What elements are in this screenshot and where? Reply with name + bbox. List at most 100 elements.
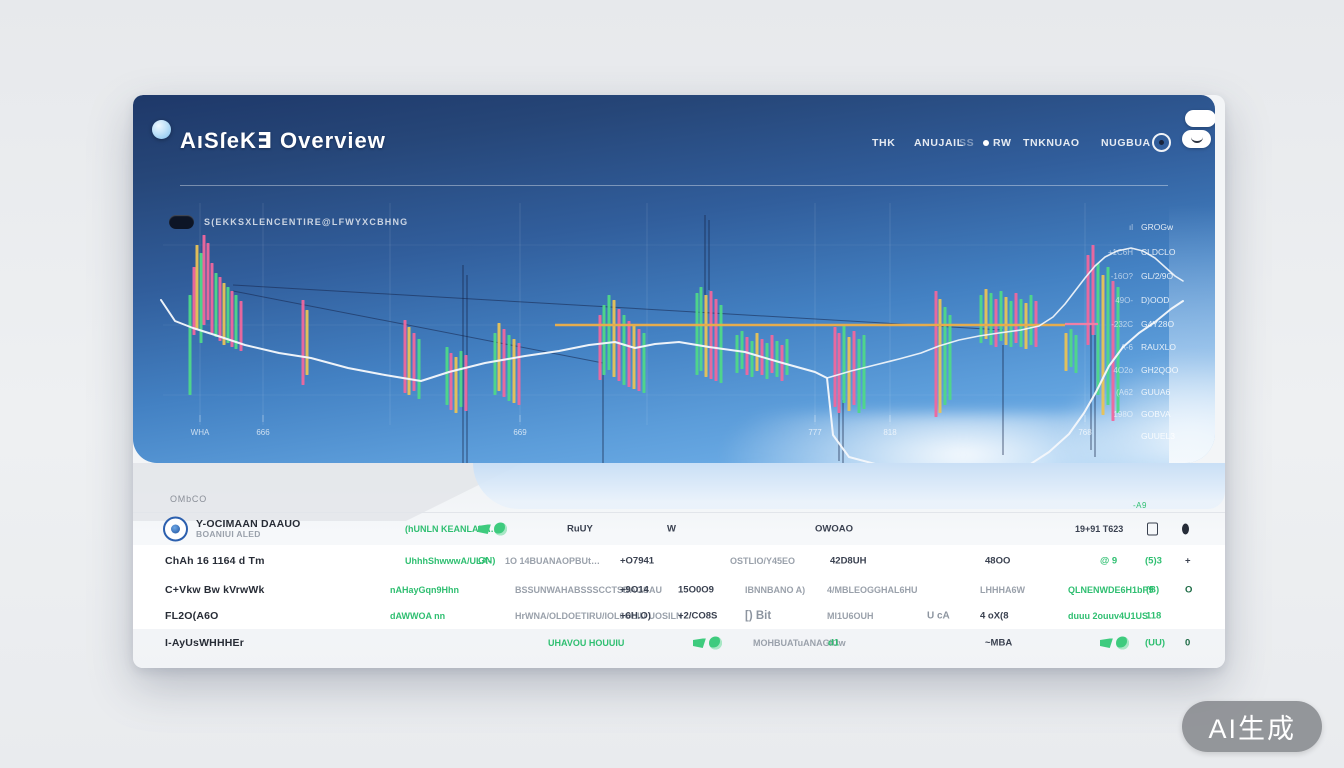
chart-legend: S(EKKSXLENCENTIRE@LFWYXCBHNG	[169, 215, 408, 229]
svg-text:GOBVA: GOBVA	[1141, 409, 1171, 419]
asset-name: I-AyUsWHHHEr	[165, 637, 245, 649]
svg-text:-16O?: -16O?	[1111, 272, 1134, 281]
svg-text:CLDCLO: CLDCLO	[1141, 247, 1176, 257]
table-cell: RuUY	[567, 523, 593, 535]
table-cell: U cA	[927, 610, 950, 622]
table-cell: OWOAO	[815, 523, 853, 535]
legend-label: S(EKKSXLENCENTIRE@LFWYXCBHNG	[204, 217, 409, 227]
axis-strip	[1169, 205, 1215, 463]
nav-item-thk[interactable]: THK	[872, 137, 896, 149]
asset-avatar	[163, 516, 188, 542]
svg-text:818: 818	[883, 428, 897, 437]
table-row[interactable]: I-AyUsWHHHEr UHAVOU HOUUIU MOHBUATuANAGI…	[133, 627, 1225, 659]
status-icons	[693, 636, 722, 650]
svg-text:WHA: WHA	[191, 428, 210, 437]
section-label: OMbCO	[170, 494, 208, 504]
chart-panel[interactable]: AıSſeK∃ Overview THK ANUJAIL SS RW TNKNU…	[133, 95, 1215, 463]
nav-item-3[interactable]: RW	[993, 137, 1012, 149]
nav-item-4[interactable]: TNKNUAO	[1023, 137, 1080, 149]
asset-name: Y-OCIMAAN DAAUO BOANIUI ALED	[196, 518, 301, 540]
asset-name: FL2O(A6O	[165, 610, 219, 622]
table-cell: +6H.O)	[620, 610, 651, 622]
table-cell: LHHHA6W	[980, 585, 1025, 595]
legend-toggle[interactable]	[169, 215, 194, 229]
bullet-icon	[983, 140, 989, 146]
asset-name: C+Vkw Bw kVrwWk	[165, 584, 265, 596]
table-cell: [) Bit	[745, 610, 772, 622]
flag-icon	[693, 638, 706, 648]
svg-text:777: 777	[808, 428, 822, 437]
table-cell: (hUNLN KEANLALA…	[405, 524, 500, 534]
asset-name: ChAh 16 1164 d Tm	[165, 555, 265, 567]
flag-icon	[478, 524, 491, 534]
globe-icon	[709, 636, 722, 650]
table-cell: +	[1185, 555, 1191, 567]
table-cell: 48OO	[985, 555, 1011, 567]
svg-text:+1C6H: +1C6H	[1108, 248, 1133, 257]
page-title: AıSſeK∃ Overview	[180, 128, 386, 153]
table-cell: BSSUNWAHABSSSCCTSBAGSAU	[515, 585, 663, 595]
table-cell: QLNENWDE6H1bP9	[1068, 585, 1154, 595]
pill-button[interactable]	[1185, 110, 1215, 127]
table-cell: (B)	[1146, 584, 1160, 596]
svg-text:GH2QOO: GH2QOO	[1141, 365, 1179, 375]
table-cell: HrWNA/OLDOETIRU/IOL6OLIU UOSILN	[515, 611, 683, 621]
top-nav: THK ANUJAIL SS RW TNKNUAO NUGBUA	[133, 95, 1215, 165]
svg-text:RAUXLO: RAUXLO	[1141, 342, 1176, 352]
smile-icon	[1190, 135, 1203, 143]
table-cell: (UU)	[1145, 637, 1166, 649]
svg-text:G4Y28O: G4Y28O	[1141, 319, 1174, 329]
table-cell: +O7941	[620, 555, 655, 567]
asset-subtitle: BOANIUI ALED	[196, 529, 261, 540]
assets-section: OMbCO -A9 Y-OCIMAAN DAAUO BOANIUI ALED (…	[133, 463, 1225, 668]
table-cell: W	[667, 523, 676, 535]
table-cell: 4/MBLEOGGHAL6HU	[827, 585, 918, 595]
svg-text:198O: 198O	[1113, 410, 1133, 419]
svg-text:669: 669	[513, 428, 527, 437]
table-cell: +9O14	[620, 584, 649, 596]
table-cell: O	[1185, 584, 1193, 596]
table-row[interactable]: C+Vkw Bw kVrwWk nAHayGqn9Hhn BSSUNWAHABS…	[133, 577, 1225, 603]
table-cell: UhhhShwwwA/ULA-	[405, 556, 491, 566]
status-icons	[478, 522, 507, 536]
svg-text:GUUEL3: GUUEL3	[1141, 431, 1175, 441]
table-cell: 0	[1185, 637, 1191, 649]
table-row[interactable]: ChAh 16 1164 d Tm UhhhShwwwA/ULA- GN) 1O…	[133, 545, 1225, 577]
nav-item-2[interactable]: SS	[959, 137, 975, 149]
nav-item-5[interactable]: NUGBUA	[1101, 137, 1151, 149]
app-logo-icon	[152, 120, 171, 139]
dashboard-card: AıSſeK∃ Overview THK ANUJAIL SS RW TNKNU…	[133, 95, 1225, 668]
clock-icon[interactable]	[1152, 133, 1171, 152]
table-row[interactable]: FL2O(A6O dAWWOA nn HrWNA/OLDOETIRU/IOL6O…	[133, 603, 1225, 629]
avatar-button[interactable]	[1182, 130, 1211, 148]
table-cell: 19+91 T623	[1075, 524, 1124, 534]
table-cell: IBNNBANO A)	[745, 585, 806, 595]
pin-icon[interactable]	[1182, 523, 1189, 535]
table-cell: dAWWOA nn	[390, 611, 446, 621]
nav-item-1[interactable]: ANUJAIL	[914, 137, 964, 149]
table-cell: duuu 2ouuv4U1US	[1068, 611, 1149, 621]
svg-text:GL/2/9O: GL/2/9O	[1141, 271, 1174, 281]
svg-text:-232C: -232C	[1111, 320, 1133, 329]
svg-text:GROGw: GROGw	[1141, 222, 1174, 232]
table-cell: ~MBA	[985, 637, 1013, 649]
svg-text:D)OOD: D)OOD	[1141, 295, 1169, 305]
table-cell: 4 oX(8	[980, 610, 1009, 622]
header-divider	[180, 185, 1168, 186]
table-cell: 1O 14BUANAOPBUt…	[505, 556, 601, 566]
table-cell: OSTLIO/Y45EO	[730, 556, 796, 566]
svg-text:49O-: 49O-	[1115, 296, 1133, 305]
table-cell: 15O0O9	[678, 584, 714, 596]
table-cell: UHAVOU HOUUIU	[548, 638, 625, 648]
candlestick-chart[interactable]: WHA 666 669 777 818 768 ıl GROGw +1C6H CLDCLO -16O…	[133, 95, 1215, 463]
table-row[interactable]: Y-OCIMAAN DAAUO BOANIUI ALED (hUNLN KEAN…	[133, 513, 1225, 545]
status-icons	[1100, 636, 1129, 650]
flag-icon	[1100, 638, 1113, 648]
blue-band-decoration	[473, 463, 1225, 509]
svg-text:768: 768	[1078, 428, 1092, 437]
share-icon[interactable]	[1147, 522, 1158, 536]
svg-text:4O2o: 4O2o	[1113, 366, 1133, 375]
svg-text:A-6: A-6	[1121, 343, 1134, 352]
svg-text:666: 666	[256, 428, 270, 437]
svg-text:GUUA6: GUUA6	[1141, 387, 1171, 397]
